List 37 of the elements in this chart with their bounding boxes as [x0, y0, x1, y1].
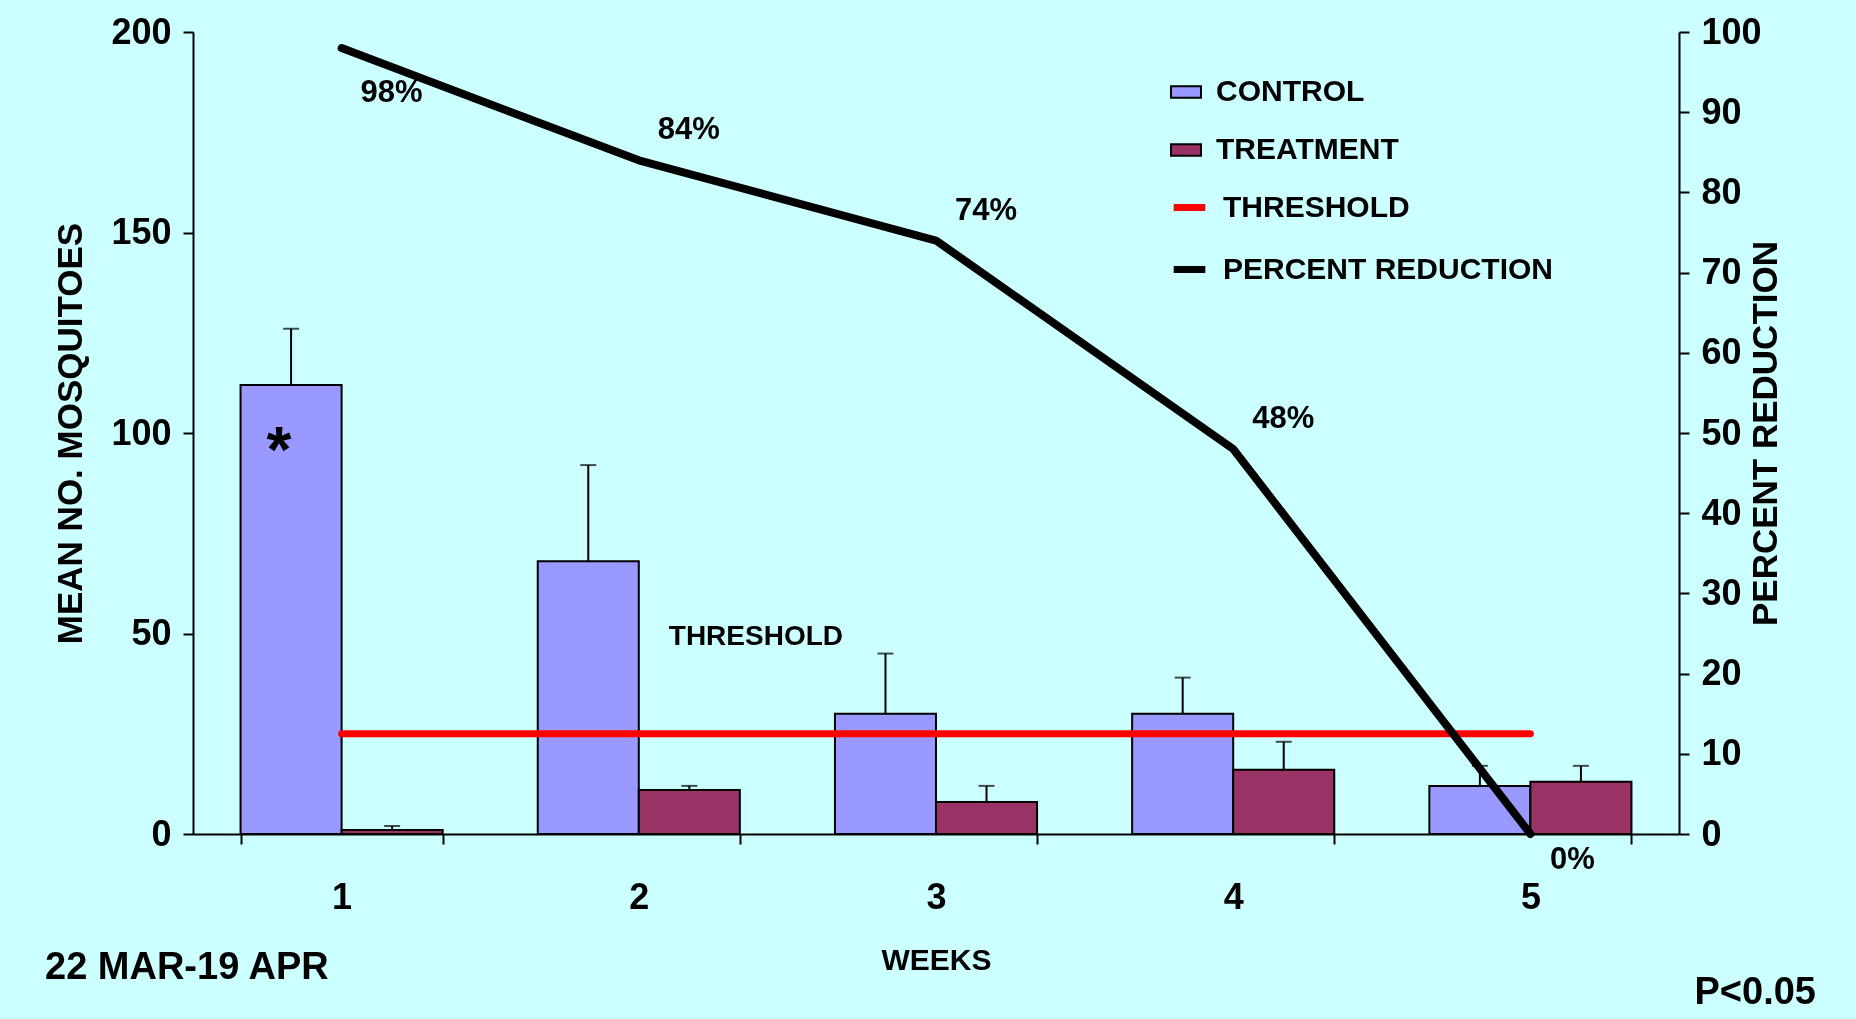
data-label: 0% — [1549, 841, 1595, 876]
legend-label: PERCENT REDUCTION — [1223, 251, 1554, 285]
data-label: 84% — [657, 111, 720, 147]
y-tick-label: 100 — [111, 411, 172, 453]
legend-label: THRESHOLD — [1223, 189, 1410, 223]
y2-tick-label: 40 — [1701, 491, 1742, 533]
y-axis-title: MEAN NO. MOSQUITOES — [50, 222, 90, 645]
data-label: 48% — [1252, 400, 1315, 436]
y2-tick-label: 20 — [1701, 652, 1742, 694]
y2-tick-label: 10 — [1701, 732, 1742, 774]
x-tick-label: 2 — [629, 875, 650, 917]
x-tick-label: 1 — [332, 875, 353, 917]
y2-tick-label: 0 — [1701, 812, 1722, 854]
annotation: * — [266, 414, 292, 487]
x-tick-label: 5 — [1520, 875, 1541, 917]
y2-tick-label: 70 — [1701, 251, 1742, 293]
y2-axis-title: PERCENT REDUCTION — [1744, 240, 1784, 627]
text: P<0.05 — [1694, 970, 1816, 1013]
y-tick-label: 200 — [111, 10, 172, 52]
legend-label: CONTROL — [1216, 74, 1365, 107]
y2-tick-label: 90 — [1701, 90, 1742, 132]
legend-label: TREATMENT — [1216, 132, 1399, 165]
x-axis-title: WEEKS — [881, 942, 992, 976]
y2-tick-label: 60 — [1701, 331, 1742, 373]
data-label: 74% — [954, 191, 1018, 227]
y2-tick-label: 30 — [1701, 571, 1742, 613]
y-tick-label: 150 — [111, 211, 172, 252]
text: 22 MAR-19 APR — [45, 945, 329, 988]
x-tick-label: 4 — [1223, 875, 1244, 917]
data-label: 98% — [360, 74, 423, 110]
x-tick-label: 3 — [926, 875, 947, 917]
y-tick-label: 0 — [151, 812, 172, 854]
y2-tick-label: 50 — [1701, 411, 1742, 453]
y-tick-label: 50 — [131, 612, 172, 653]
y2-tick-label: 100 — [1701, 10, 1762, 52]
text: THRESHOLD — [668, 619, 844, 651]
y2-tick-label: 80 — [1701, 170, 1742, 212]
